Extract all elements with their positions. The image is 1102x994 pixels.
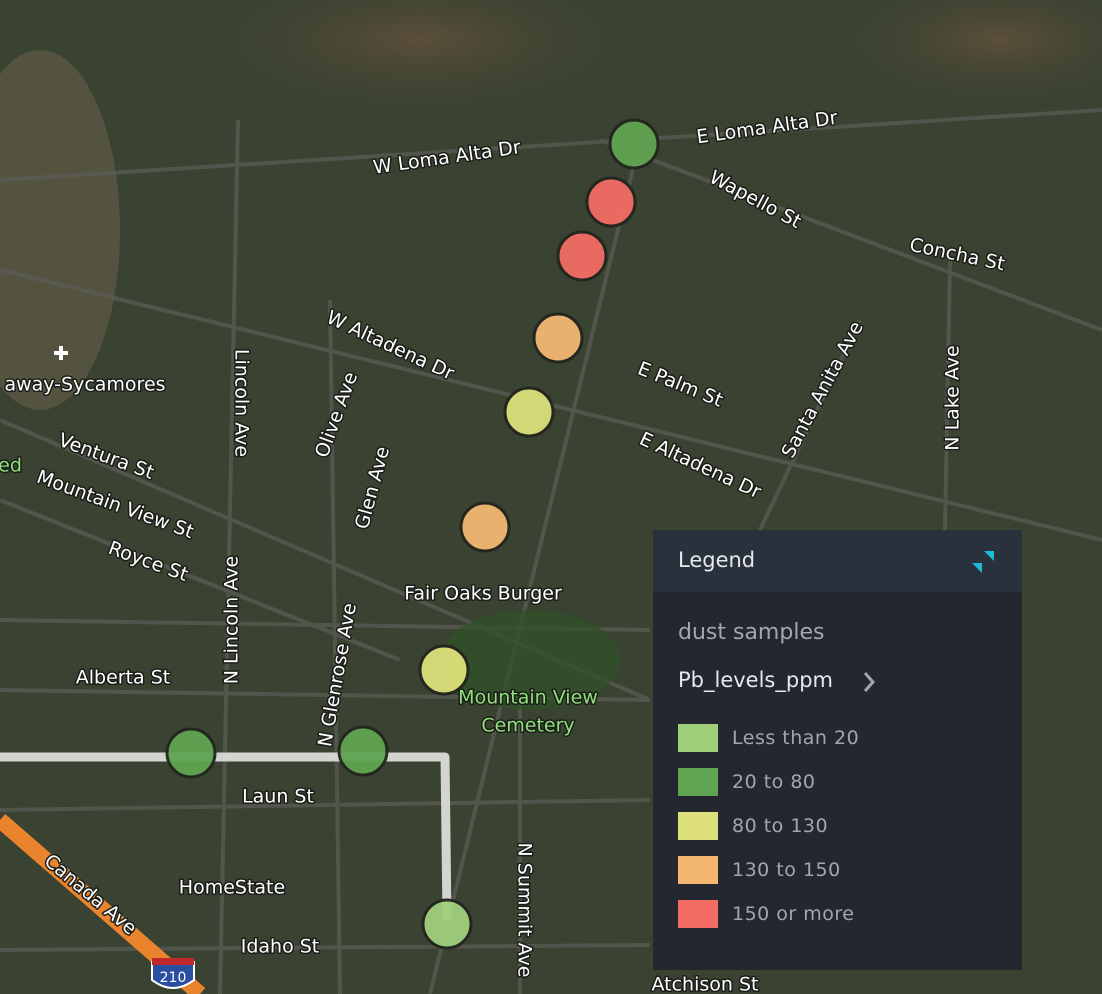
legend-item: 80 to 130 [678, 812, 828, 840]
street-label: Atchison St [652, 974, 759, 994]
street-label: Lincoln Ave [231, 349, 253, 457]
shield-label: 210 [160, 970, 187, 986]
hospital-icon [54, 346, 68, 360]
route [0, 752, 452, 921]
legend-label: 130 to 150 [732, 859, 841, 881]
legend-title: Legend [678, 548, 756, 572]
sample-marker [337, 725, 389, 777]
field-name[interactable]: Pb_levels_ppm [678, 668, 833, 692]
legend-label: 20 to 80 [732, 771, 816, 793]
park-label: Cemetery [481, 715, 574, 737]
park-label: ed [0, 455, 22, 477]
collapse-button[interactable] [970, 549, 996, 575]
street-label: Idaho St [241, 936, 320, 958]
legend-swatch [678, 724, 718, 752]
cemetery-park [440, 610, 620, 710]
legend-item: 130 to 150 [678, 856, 841, 884]
street-label: Fair Oaks Burger [404, 583, 562, 605]
wash [0, 50, 120, 410]
legend-swatch [678, 768, 718, 796]
chevron-icon [863, 672, 876, 692]
street-label: N Summit Ave [514, 843, 536, 978]
sample-marker [608, 118, 660, 170]
legend-panel: Legend dust samples Pb_levels_ppm Less t… [653, 530, 1022, 970]
sample-marker [585, 176, 637, 228]
collapse-icon [972, 551, 994, 573]
layer-name: dust samples [678, 620, 825, 645]
park-label: Mountain View [458, 687, 598, 709]
legend-label: Less than 20 [732, 727, 860, 749]
street-label: HomeState [179, 877, 285, 899]
hillside [800, 0, 1102, 120]
highway-shield: 210 [151, 958, 195, 989]
legend-swatch [678, 900, 718, 928]
legend-item: 150 or more [678, 900, 855, 928]
legend-label: 80 to 130 [732, 815, 829, 837]
street-label: away-Sycamores [4, 374, 165, 396]
street-label: N Lake Ave [942, 345, 964, 450]
legend-header: Legend [653, 530, 1022, 592]
field-chevron[interactable] [861, 670, 877, 694]
legend-swatch [678, 856, 718, 884]
street-label: N Lincoln Ave [221, 556, 243, 684]
shield-shape [151, 961, 195, 989]
sample-marker [459, 501, 511, 553]
hillside [160, 0, 680, 130]
legend-item: 20 to 80 [678, 768, 816, 796]
sample-marker [418, 644, 470, 696]
legend-item: Less than 20 [678, 724, 859, 752]
street-label: Alberta St [76, 667, 170, 689]
street-label: Laun St [242, 786, 314, 808]
sample-marker [556, 230, 608, 282]
legend-label: 150 or more [732, 903, 855, 925]
markers [165, 118, 660, 950]
sample-marker [421, 898, 473, 950]
sample-marker [532, 312, 584, 364]
sample-marker [503, 386, 555, 438]
sample-marker [165, 727, 217, 779]
shield-band [152, 958, 194, 965]
legend-swatch [678, 812, 718, 840]
